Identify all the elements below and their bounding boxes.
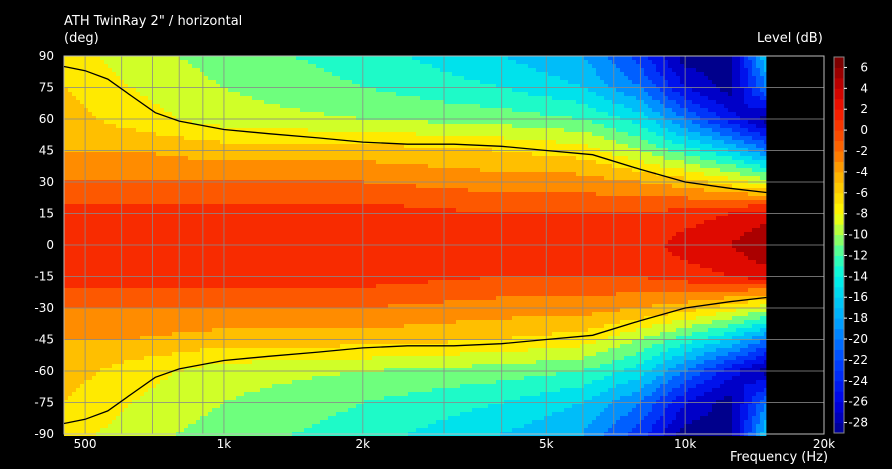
colorbar-tick-label: -28 xyxy=(848,416,868,430)
colorbar-tick-label: 0 xyxy=(860,123,868,137)
x-axis-label: Frequency (Hz) xyxy=(730,450,829,465)
colorbar-tick-label: -16 xyxy=(848,290,868,304)
x-tick-label: 20k xyxy=(813,437,835,451)
colorbar: 6 4 2 0 -2 -4 -6 -8 -10 -12 -14 -16 -18 -20 -22 -24 -26 -… xyxy=(833,56,868,434)
colorbar-tick-label: 6 xyxy=(860,60,868,74)
y-tick-label: -90 xyxy=(34,427,54,441)
contour-line-upper xyxy=(63,65,767,194)
y-tick-label: 0 xyxy=(46,238,54,252)
x-tick-label: 500 xyxy=(74,437,97,451)
y-tick-label: 90 xyxy=(39,49,54,63)
y-tick-label: 60 xyxy=(39,112,54,126)
colorbar-tick-label: -8 xyxy=(856,207,868,221)
contour-line-group xyxy=(63,65,767,425)
colorbar-tick-label: -18 xyxy=(848,311,868,325)
colorbar-tick-label: -4 xyxy=(856,165,868,179)
y-tick-label: -30 xyxy=(34,301,54,315)
colorbar-border xyxy=(833,56,845,434)
y-tick-label: -45 xyxy=(34,333,54,347)
colorbar-tick-label: -14 xyxy=(848,269,868,283)
x-tick-label: 1k xyxy=(217,437,232,451)
x-tick-labels: 500 1k 2k 5k 10k 20k xyxy=(74,437,836,451)
y-axis-label: (deg) xyxy=(64,31,99,46)
colorbar-tick-label: -22 xyxy=(848,353,868,367)
y-tick-label: -60 xyxy=(34,364,54,378)
contour-line-lower xyxy=(63,296,767,425)
y-tick-label: 15 xyxy=(39,207,54,221)
plot-border xyxy=(63,55,825,435)
x-tick-label: 10k xyxy=(674,437,696,451)
colorbar-tick-label: -26 xyxy=(848,395,868,409)
y-tick-labels: 90 75 60 45 30 15 0 -15 -30 -45 -60 -75 -90 xyxy=(34,49,54,441)
colorbar-tick-label: -12 xyxy=(848,248,868,262)
colorbar-label: Level (dB) xyxy=(757,31,823,46)
x-tick-label: 5k xyxy=(539,437,554,451)
colorbar-tick-label: 2 xyxy=(860,102,868,116)
colorbar-tick-label: -2 xyxy=(856,144,868,158)
x-tick-label: 2k xyxy=(355,437,370,451)
y-tick-label: -15 xyxy=(34,270,54,284)
colorbar-tick-label: 4 xyxy=(860,81,868,95)
y-tick-label: 45 xyxy=(39,144,54,158)
chart-title: ATH TwinRay 2" / horizontal xyxy=(64,14,243,29)
colorbar-tick-label: -20 xyxy=(848,332,868,346)
colorbar-tick-label: -10 xyxy=(848,228,868,242)
colorbar-tick-label: -6 xyxy=(856,186,868,200)
colorbar-tick-label: -24 xyxy=(848,374,868,388)
y-tick-label: 30 xyxy=(39,175,54,189)
grid-lines xyxy=(63,55,825,435)
y-tick-label: -75 xyxy=(34,396,54,410)
y-tick-label: 75 xyxy=(39,81,54,95)
